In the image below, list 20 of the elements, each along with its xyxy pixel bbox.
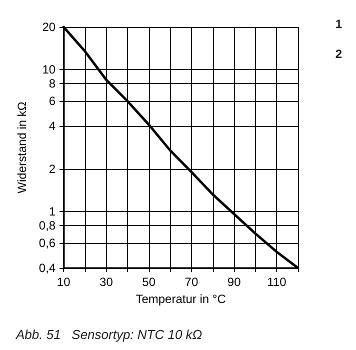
caption: Abb. 51 Sensortyp: NTC 10 kΩ [15, 327, 202, 342]
y-tick-label: 6 [48, 94, 56, 108]
y-tick-label: 0,6 [38, 236, 56, 250]
x-tick-label: 50 [142, 275, 156, 289]
text: 1 [335, 17, 342, 31]
y-tick-label: 10 [42, 62, 56, 77]
y-tick-label: 20 [42, 20, 56, 34]
x-tick-label: 30 [100, 275, 114, 289]
x-tick-label: 70 [184, 275, 198, 289]
y-tick-label: 2 [48, 162, 56, 176]
x-tick-label: 110 [267, 275, 287, 289]
text: 2 [335, 47, 342, 61]
y-tick-label: 8 [48, 76, 56, 90]
y-tick-label: 4 [48, 119, 56, 134]
y-axis-title: Widerstand in kΩ [15, 102, 29, 194]
y-tick-label: 1 [48, 204, 56, 219]
y-tick-label: 0,8 [38, 218, 56, 232]
x-axis-title: Temperatur in °C [136, 292, 226, 306]
x-tick-label: 90 [227, 275, 242, 289]
y-tick-label: 0,4 [38, 261, 56, 275]
